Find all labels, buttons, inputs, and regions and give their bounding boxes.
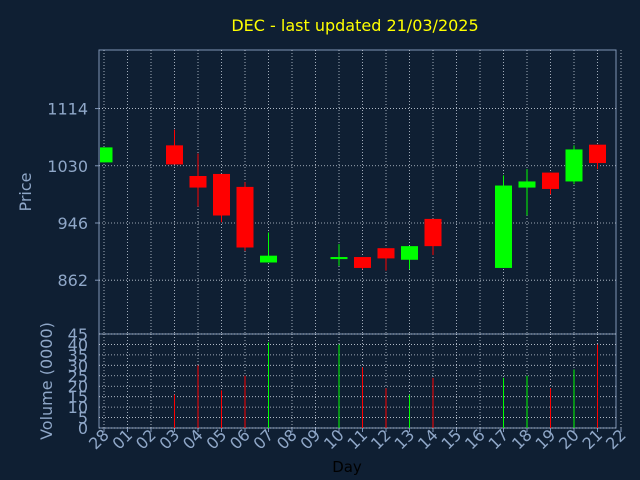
price-tick-label: 1114: [47, 100, 88, 119]
candle-body: [495, 185, 512, 268]
volume-tick-label: 20: [68, 377, 88, 396]
candle-body: [424, 218, 442, 247]
price-panel-frame: [98, 49, 617, 335]
volume-tick-label: 5: [78, 409, 88, 428]
volume-tick-label: 30: [68, 356, 88, 375]
volume-tick-label: 15: [68, 388, 88, 407]
volume-tick-label: 35: [68, 346, 88, 365]
volume-tick-label: 45: [68, 325, 88, 344]
candle-body: [565, 149, 583, 182]
price-tick-label: 1030: [47, 157, 88, 176]
price-tick-label: 862: [57, 271, 88, 290]
x-tick-label: 22: [602, 425, 630, 453]
candle-body: [542, 172, 559, 189]
chart-title: DEC - last updated 21/03/2025: [231, 16, 478, 35]
candle-body: [100, 147, 113, 163]
candle-body: [166, 145, 183, 165]
candle-body: [401, 246, 418, 260]
x-axis-label: Day: [332, 458, 362, 476]
price-axis-label: Price: [16, 172, 35, 211]
price-tick-label: 946: [57, 214, 88, 233]
candle-body: [213, 173, 230, 216]
candle-body: [330, 257, 348, 260]
volume-tick-label: 0: [78, 419, 88, 438]
volume-tick-label: 40: [68, 335, 88, 354]
candle-body: [260, 255, 277, 263]
volume-tick-label: 10: [68, 398, 88, 417]
candle-body: [377, 248, 395, 259]
candle-body: [589, 144, 606, 164]
candle-body: [236, 186, 254, 248]
volume-tick-label: 25: [68, 367, 88, 386]
volume-panel-frame: [98, 333, 617, 429]
candle-body: [354, 257, 371, 268]
candle-body: [189, 175, 207, 188]
candle-body: [518, 181, 536, 188]
volume-axis-label: Volume (0000): [37, 322, 56, 440]
